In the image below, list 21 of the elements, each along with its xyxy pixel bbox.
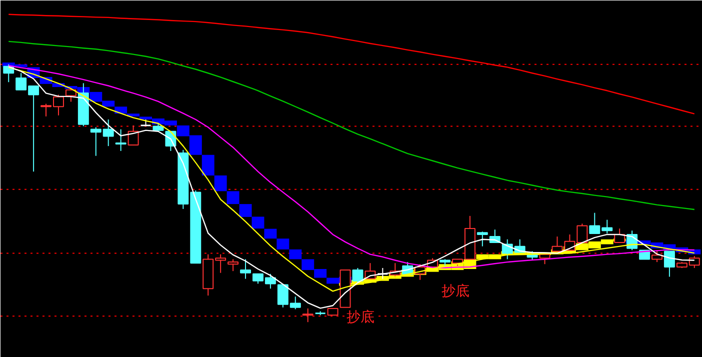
candlestick <box>352 267 364 284</box>
candlestick <box>476 231 488 247</box>
candlestick <box>302 308 314 323</box>
bar <box>289 249 302 260</box>
bar <box>214 175 227 192</box>
bar <box>202 154 214 176</box>
bar <box>127 114 140 116</box>
candlestick <box>376 267 388 280</box>
candlestick <box>65 88 76 102</box>
candlestick <box>664 250 675 278</box>
candlestick <box>128 124 139 146</box>
bar <box>276 238 290 250</box>
bar <box>264 228 277 239</box>
annotation: 抄底 <box>346 310 374 326</box>
candlestick <box>228 258 239 272</box>
annotation: 抄底 <box>442 284 470 300</box>
bar <box>114 106 128 114</box>
bar <box>226 191 240 204</box>
candlestick <box>652 250 662 263</box>
candlestick <box>240 258 251 280</box>
candlestick <box>115 128 126 152</box>
